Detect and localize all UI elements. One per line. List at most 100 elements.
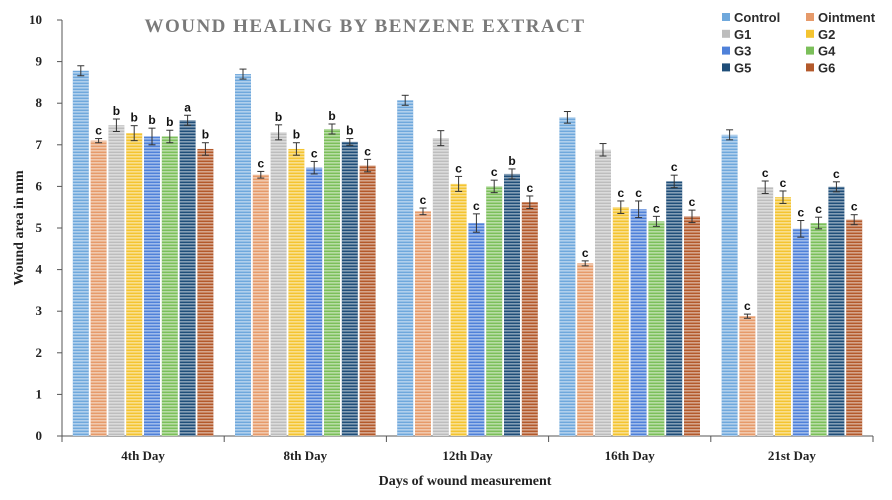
significance-label: c (582, 246, 589, 260)
bar-texture (161, 136, 178, 437)
significance-label: b (113, 104, 120, 118)
bar-texture (684, 216, 700, 436)
y-tick-label: 8 (36, 95, 43, 110)
y-tick-label: 9 (36, 54, 43, 69)
bar-texture (197, 148, 214, 436)
bar-texture (666, 181, 683, 436)
y-tick-label: 2 (36, 345, 43, 360)
legend-label: G1 (734, 27, 751, 42)
significance-label: b (328, 109, 335, 123)
bar-texture (521, 202, 538, 436)
axes: 0 1 2 3 4 5 6 7 8 9 10 4th Day 8th Day 12th Day 16th D… (29, 12, 874, 463)
significance-label: c (762, 166, 769, 180)
significance-label: b (346, 124, 353, 138)
x-category-label: 16th Day (605, 448, 656, 463)
chart-title: WOUND HEALING BY BENZENE EXTRACT (144, 16, 585, 37)
x-category-label: 8th Day (283, 448, 327, 463)
bar-texture (252, 174, 269, 436)
bar-texture (359, 165, 376, 436)
bar-texture (179, 120, 196, 437)
legend-label: G6 (818, 60, 835, 75)
significance-label: b (166, 115, 173, 129)
bars (72, 65, 863, 437)
bar-texture (630, 209, 647, 436)
significance-label: c (833, 167, 840, 181)
significance-label: c (95, 124, 102, 138)
legend-label: Ointment (818, 10, 876, 25)
y-tick-label: 4 (36, 262, 43, 277)
legend-label: G4 (818, 44, 836, 59)
significance-label: c (526, 181, 533, 195)
x-axis-title: Days of wound measurement (379, 474, 552, 489)
bar-texture (577, 263, 594, 436)
legend-swatch (806, 46, 814, 55)
bar-texture (612, 207, 629, 436)
significance-label: c (780, 176, 787, 190)
significance-label: c (851, 200, 858, 214)
legend-label: G3 (734, 44, 751, 59)
significance-label: b (508, 154, 515, 168)
y-tick-label: 7 (36, 137, 43, 152)
significance-label: b (275, 110, 282, 124)
bar-texture (126, 133, 143, 437)
bar-texture (397, 100, 414, 437)
bar-texture (468, 223, 485, 436)
bar-texture (648, 221, 665, 436)
y-tick-label: 3 (36, 303, 43, 318)
significance-label: c (635, 186, 642, 200)
legend-swatch (806, 13, 814, 21)
significance-label: c (364, 144, 371, 158)
significance-label: c (797, 206, 804, 220)
significance-label: b (131, 111, 138, 125)
bar-texture (775, 197, 791, 436)
bar-texture (341, 141, 358, 436)
bar-texture (324, 128, 340, 436)
bar-texture (288, 148, 305, 436)
significance-label: c (420, 193, 427, 207)
significance-label: c (689, 195, 696, 209)
significance-label: c (311, 146, 318, 160)
bar-texture (757, 187, 774, 436)
bar-texture (415, 211, 431, 436)
bar-texture (450, 183, 467, 436)
significance-label: c (473, 199, 480, 213)
legend-swatch (806, 63, 814, 72)
bar-texture (504, 173, 520, 437)
bar-texture (828, 186, 845, 436)
legend-swatch (722, 46, 730, 55)
legend-swatch (722, 13, 730, 21)
bar-texture (432, 138, 449, 437)
legend-label: G2 (818, 27, 835, 42)
bar-texture (270, 132, 287, 436)
significance-label: b (293, 128, 300, 142)
significance-label: b (148, 113, 155, 127)
bar-texture (810, 223, 827, 436)
legend-swatch (722, 63, 730, 72)
significance-label: c (491, 165, 498, 179)
significance-label: a (184, 100, 191, 114)
bar-texture (72, 70, 89, 436)
y-tick-label: 5 (36, 220, 43, 235)
bar-texture (739, 316, 756, 436)
bar-texture (306, 167, 323, 436)
significance-label: c (617, 186, 624, 200)
bar-texture (846, 219, 863, 436)
legend-swatch (722, 29, 730, 38)
y-axis-title: Wound area in mm (12, 170, 27, 286)
legend-swatch (806, 29, 814, 38)
y-tick-label: 1 (36, 386, 43, 401)
significance-label: c (257, 156, 264, 170)
bar-texture (486, 186, 503, 436)
x-category-label: 4th Day (121, 448, 165, 463)
y-tick-label: 0 (36, 428, 43, 443)
bar-texture (559, 117, 576, 437)
bar-texture (792, 228, 809, 436)
legend-label: G5 (734, 60, 751, 75)
bar-texture (144, 136, 160, 437)
bar-texture (595, 149, 611, 437)
y-tick-label: 10 (29, 12, 42, 27)
legend-label: Control (734, 10, 780, 25)
significance-label: c (815, 202, 822, 216)
